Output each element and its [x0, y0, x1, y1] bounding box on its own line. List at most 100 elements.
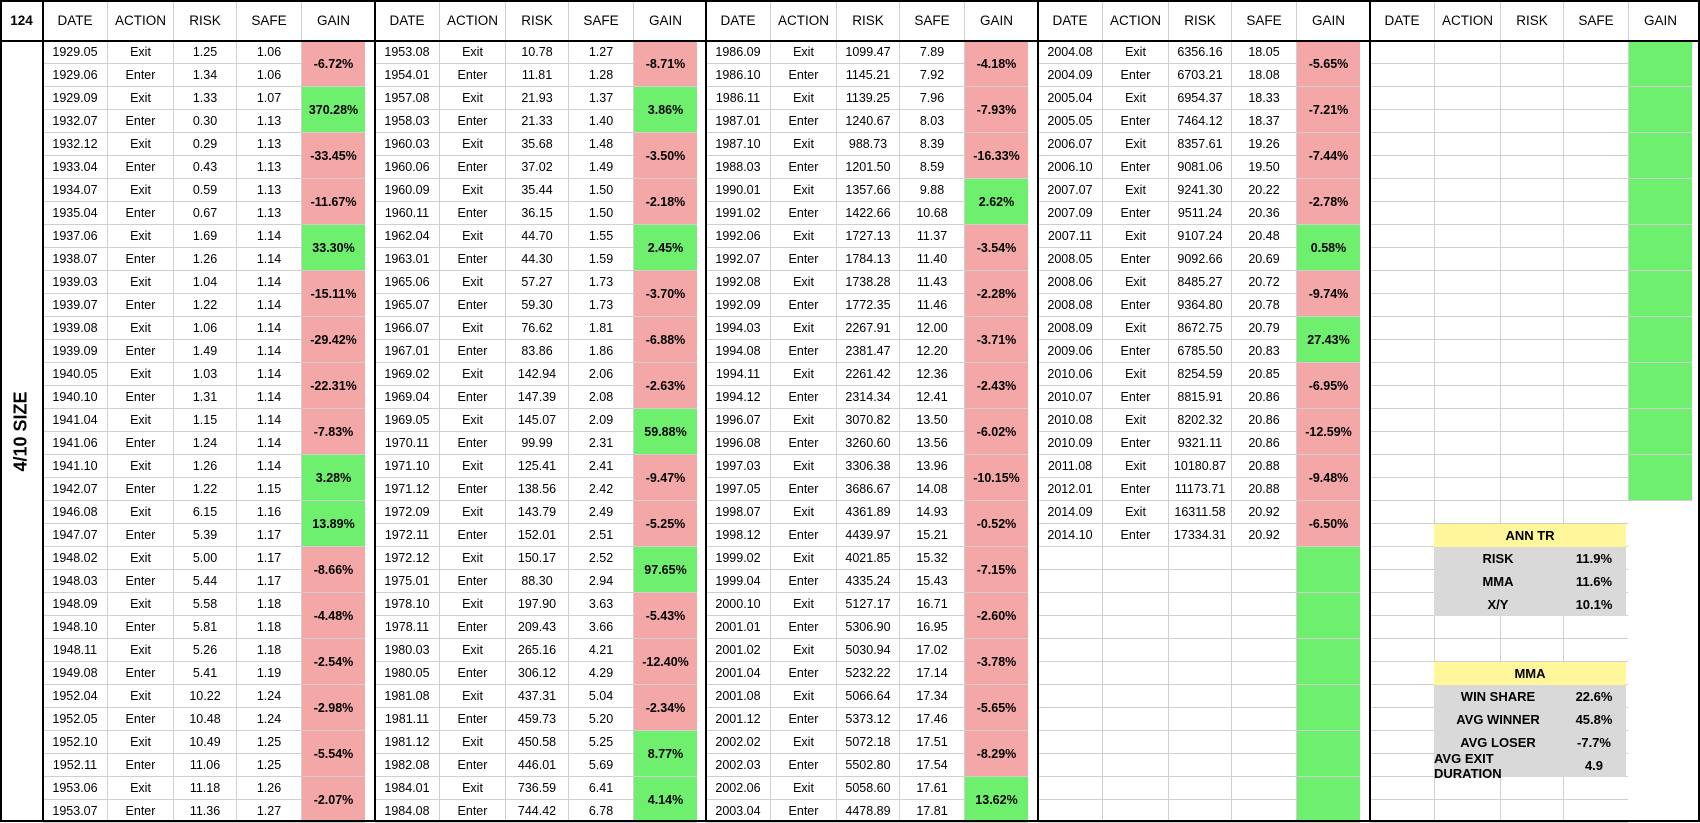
action-cell[interactable]: Exit [1102, 317, 1168, 340]
risk-cell[interactable]: 152.01 [505, 524, 568, 547]
risk-cell[interactable]: 143.79 [505, 501, 568, 524]
safe-cell[interactable]: 1.14 [236, 271, 301, 294]
gain-cell[interactable]: -2.98% [301, 685, 365, 731]
date-cell[interactable] [1370, 363, 1434, 386]
risk-cell[interactable]: 1.22 [173, 478, 236, 501]
date-cell[interactable] [1370, 501, 1434, 524]
safe-cell[interactable]: 17.14 [899, 662, 964, 685]
safe-cell[interactable]: 11.43 [899, 271, 964, 294]
risk-cell[interactable]: 5.44 [173, 570, 236, 593]
action-cell[interactable]: Enter [439, 202, 505, 225]
risk-cell[interactable] [1500, 777, 1563, 800]
gain-cell[interactable]: -12.59% [1296, 409, 1360, 455]
risk-cell[interactable]: 5502.80 [836, 754, 899, 777]
risk-cell[interactable]: 209.43 [505, 616, 568, 639]
risk-cell[interactable]: 1.25 [173, 41, 236, 64]
risk-cell[interactable]: 0.43 [173, 156, 236, 179]
action-cell[interactable] [1434, 87, 1500, 110]
action-cell[interactable]: Exit [439, 225, 505, 248]
action-cell[interactable]: Exit [770, 363, 836, 386]
date-cell[interactable]: 1946.08 [43, 501, 107, 524]
risk-cell[interactable] [1500, 478, 1563, 501]
date-cell[interactable]: 1992.06 [706, 225, 770, 248]
risk-cell[interactable]: 1357.66 [836, 179, 899, 202]
date-cell[interactable]: 1996.08 [706, 432, 770, 455]
action-cell[interactable] [1434, 179, 1500, 202]
date-cell[interactable]: 1929.09 [43, 87, 107, 110]
action-cell[interactable]: Enter [439, 432, 505, 455]
safe-cell[interactable]: 17.02 [899, 639, 964, 662]
safe-cell[interactable]: 12.41 [899, 386, 964, 409]
risk-cell[interactable]: 265.16 [505, 639, 568, 662]
date-cell[interactable]: 1971.10 [375, 455, 439, 478]
action-cell[interactable] [1434, 156, 1500, 179]
safe-cell[interactable]: 1.14 [236, 409, 301, 432]
safe-cell[interactable]: 1.55 [568, 225, 633, 248]
date-cell[interactable]: 1960.06 [375, 156, 439, 179]
date-cell[interactable]: 2009.06 [1038, 340, 1102, 363]
action-cell[interactable]: Exit [1102, 409, 1168, 432]
action-cell[interactable]: Exit [770, 179, 836, 202]
safe-cell[interactable]: 17.46 [899, 708, 964, 731]
date-cell[interactable] [1038, 570, 1102, 593]
date-cell[interactable] [1038, 731, 1102, 754]
risk-cell[interactable]: 1.15 [173, 409, 236, 432]
action-cell[interactable]: Exit [439, 455, 505, 478]
action-cell[interactable]: Enter [1102, 202, 1168, 225]
gain-cell[interactable]: -6.95% [1296, 363, 1360, 409]
date-cell[interactable]: 1954.01 [375, 64, 439, 87]
action-cell[interactable]: Exit [770, 133, 836, 156]
risk-cell[interactable]: 4335.24 [836, 570, 899, 593]
risk-cell[interactable]: 0.29 [173, 133, 236, 156]
safe-cell[interactable]: 11.46 [899, 294, 964, 317]
safe-cell[interactable]: 1.25 [236, 731, 301, 754]
date-cell[interactable]: 1963.01 [375, 248, 439, 271]
gain-cell[interactable]: -2.78% [1296, 179, 1360, 225]
action-cell[interactable]: Exit [107, 87, 173, 110]
safe-cell[interactable] [1563, 225, 1628, 248]
safe-cell[interactable]: 17.61 [899, 777, 964, 800]
gain-cell[interactable] [1628, 409, 1692, 455]
risk-cell[interactable]: 5.41 [173, 662, 236, 685]
date-cell[interactable]: 1986.09 [706, 41, 770, 64]
safe-cell[interactable]: 20.86 [1231, 432, 1296, 455]
action-cell[interactable]: Enter [439, 478, 505, 501]
date-cell[interactable] [1038, 754, 1102, 777]
risk-cell[interactable] [1500, 616, 1563, 639]
risk-cell[interactable]: 10.78 [505, 41, 568, 64]
action-cell[interactable]: Enter [1102, 156, 1168, 179]
action-cell[interactable]: Exit [1102, 501, 1168, 524]
action-cell[interactable] [1102, 731, 1168, 754]
action-cell[interactable]: Enter [107, 570, 173, 593]
date-cell[interactable]: 1971.12 [375, 478, 439, 501]
action-cell[interactable]: Exit [770, 225, 836, 248]
action-cell[interactable]: Enter [1102, 524, 1168, 547]
date-cell[interactable]: 1997.05 [706, 478, 770, 501]
risk-cell[interactable]: 1.04 [173, 271, 236, 294]
date-cell[interactable] [1370, 317, 1434, 340]
risk-cell[interactable]: 5.58 [173, 593, 236, 616]
action-cell[interactable]: Enter [1102, 432, 1168, 455]
gain-cell[interactable]: 3.86% [633, 87, 697, 133]
risk-cell[interactable] [1168, 639, 1231, 662]
date-cell[interactable]: 1994.12 [706, 386, 770, 409]
gain-cell[interactable]: -22.31% [301, 363, 365, 409]
action-cell[interactable]: Enter [770, 294, 836, 317]
action-cell[interactable]: Enter [439, 662, 505, 685]
safe-cell[interactable]: 5.04 [568, 685, 633, 708]
date-cell[interactable]: 1986.11 [706, 87, 770, 110]
risk-cell[interactable]: 21.33 [505, 110, 568, 133]
date-cell[interactable]: 1975.01 [375, 570, 439, 593]
risk-cell[interactable]: 9081.06 [1168, 156, 1231, 179]
safe-cell[interactable]: 5.69 [568, 754, 633, 777]
date-cell[interactable]: 2006.07 [1038, 133, 1102, 156]
safe-cell[interactable] [1563, 455, 1628, 478]
safe-cell[interactable]: 11.40 [899, 248, 964, 271]
risk-cell[interactable]: 5127.17 [836, 593, 899, 616]
gain-cell[interactable]: -7.44% [1296, 133, 1360, 179]
safe-cell[interactable]: 3.63 [568, 593, 633, 616]
risk-cell[interactable] [1500, 340, 1563, 363]
date-cell[interactable] [1370, 340, 1434, 363]
risk-cell[interactable]: 5066.64 [836, 685, 899, 708]
risk-cell[interactable] [1500, 179, 1563, 202]
